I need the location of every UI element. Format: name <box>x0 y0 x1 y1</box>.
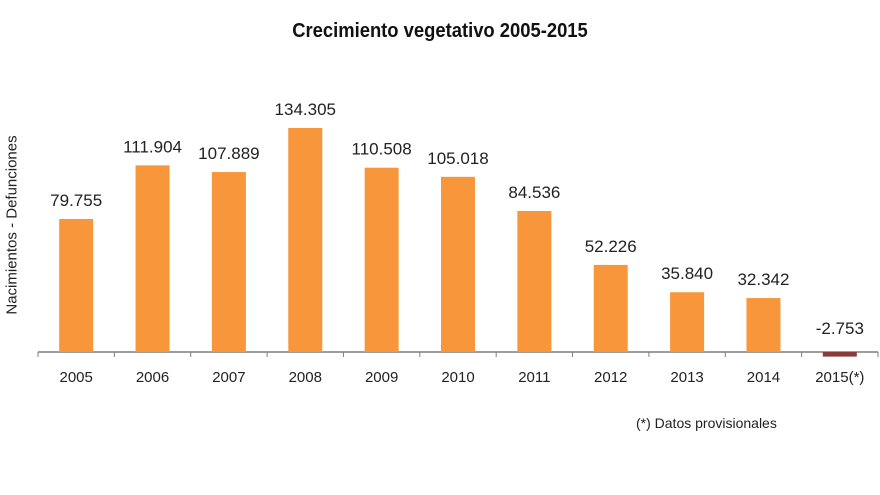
bar-2013 <box>670 292 705 352</box>
bar-2006 <box>135 165 170 352</box>
x-tick-label: 2014 <box>747 369 780 386</box>
data-label: -2.753 <box>816 319 864 338</box>
bar-2015 <box>822 352 857 357</box>
bar-2014 <box>746 298 781 352</box>
data-label: 32.342 <box>737 270 789 289</box>
data-label: 84.536 <box>508 183 560 202</box>
bar-2010 <box>441 176 475 352</box>
x-tick-label: 2012 <box>594 369 627 386</box>
x-tick-label: 2011 <box>518 369 550 386</box>
footnote-annotation: (*) Datos provisionales <box>636 415 777 431</box>
x-tick-label: 2008 <box>289 369 322 386</box>
x-tick-label: 2005 <box>59 369 92 386</box>
x-tick-label: 2015(*) <box>815 369 864 386</box>
data-label: 111.904 <box>123 137 182 156</box>
x-tick-label: 2009 <box>365 369 398 386</box>
data-label: 79.755 <box>50 191 102 210</box>
bar-2012 <box>593 264 628 352</box>
data-label: 107.889 <box>198 144 259 163</box>
x-tick-label: 2006 <box>136 369 169 386</box>
x-tick-label: 2007 <box>212 369 245 386</box>
bar-2007 <box>211 172 246 352</box>
bar-2005 <box>59 218 94 352</box>
x-tick-label: 2013 <box>670 369 703 386</box>
data-label: 52.226 <box>585 237 637 256</box>
data-label: 134.305 <box>275 100 336 119</box>
bar-2009 <box>364 167 399 352</box>
bar-2008 <box>288 128 323 352</box>
data-label: 105.018 <box>427 149 488 168</box>
chart-title: Crecimiento vegetativo 2005-2015 <box>292 20 588 42</box>
x-tick-label: 2010 <box>441 369 474 386</box>
data-label: 35.840 <box>661 264 713 283</box>
data-label: 110.508 <box>352 140 412 159</box>
bar-2011 <box>517 211 552 352</box>
